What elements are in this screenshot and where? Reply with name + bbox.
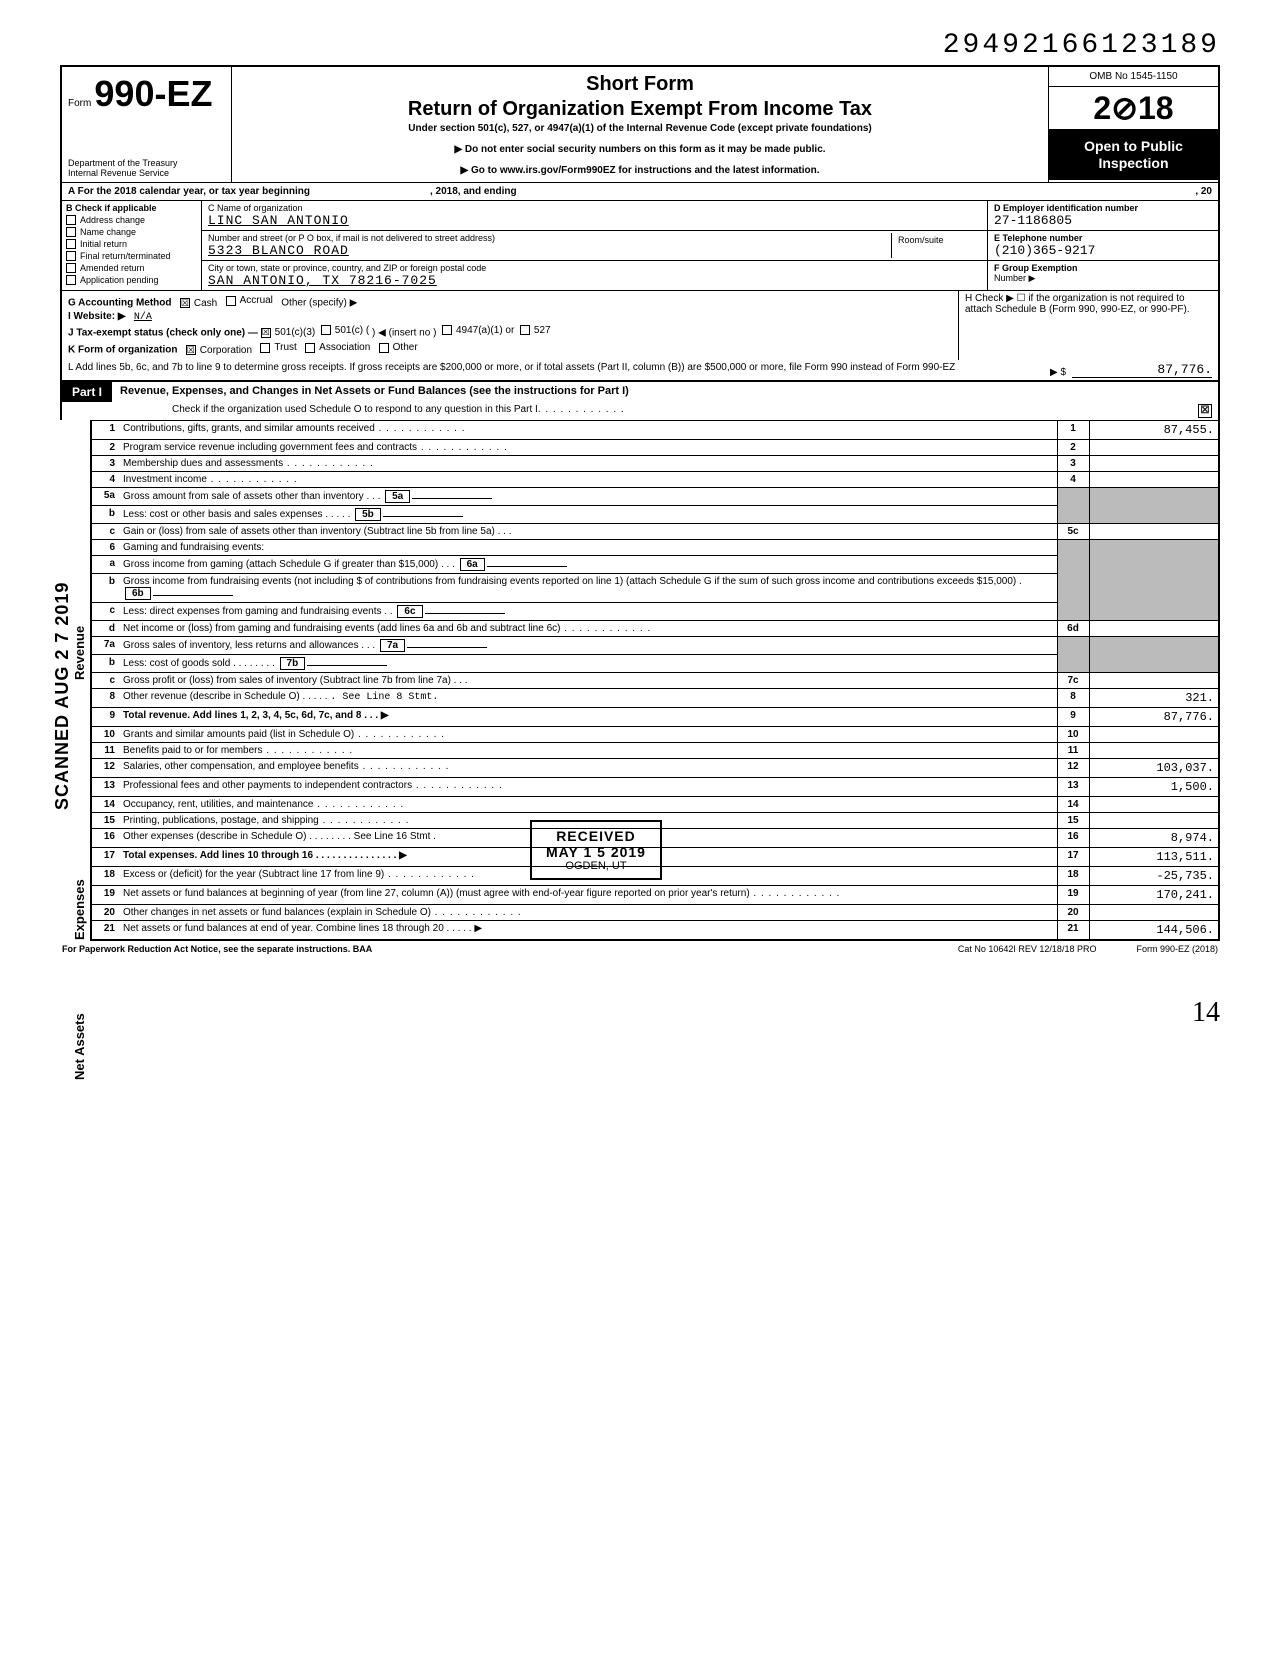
line-12: 12Salaries, other compensation, and empl… bbox=[91, 758, 1219, 777]
line-5a: 5aGross amount from sale of assets other… bbox=[91, 487, 1219, 505]
line-7a: 7aGross sales of inventory, less returns… bbox=[91, 636, 1219, 654]
ssn-warning: Do not enter social security numbers on … bbox=[242, 144, 1038, 155]
chk-amended-return[interactable]: Amended return bbox=[66, 263, 197, 273]
page-footer: For Paperwork Reduction Act Notice, see … bbox=[60, 941, 1220, 957]
chk-address-change[interactable]: Address change bbox=[66, 215, 197, 225]
col-b-checkboxes: B Check if applicable Address change Nam… bbox=[62, 201, 202, 290]
chk-cash[interactable]: ☒ bbox=[180, 298, 190, 308]
line-20: 20Other changes in net assets or fund ba… bbox=[91, 904, 1219, 920]
chk-501c[interactable] bbox=[321, 325, 331, 335]
line-8: 8Other revenue (describe in Schedule O) … bbox=[91, 688, 1219, 707]
org-name-field: C Name of organization LINC SAN ANTONIO bbox=[202, 201, 987, 231]
treasury-dept: Department of the Treasury Internal Reve… bbox=[68, 158, 178, 178]
line-6c: cLess: direct expenses from gaming and f… bbox=[91, 602, 1219, 620]
line-2: 2Program service revenue including gover… bbox=[91, 439, 1219, 455]
row-h: H Check ▶ ☐ if the organization is not r… bbox=[958, 291, 1218, 360]
received-stamp: RECEIVED MAY 1 5 2019 OGDEN, UT bbox=[530, 820, 662, 880]
omb-number: OMB No 1545-1150 bbox=[1049, 67, 1218, 87]
line-19: 19Net assets or fund balances at beginni… bbox=[91, 885, 1219, 904]
row-a-tax-year: A For the 2018 calendar year, or tax yea… bbox=[60, 182, 1220, 201]
chk-association[interactable] bbox=[305, 343, 315, 353]
line-6b: bGross income from fundraising events (n… bbox=[91, 573, 1219, 602]
rows-gijk-h: G Accounting Method ☒Cash Accrual Other … bbox=[60, 290, 1220, 360]
website-value: N/A bbox=[134, 312, 152, 323]
street-address: 5323 BLANCO ROAD bbox=[208, 243, 891, 258]
chk-accrual[interactable] bbox=[226, 296, 236, 306]
chk-4947[interactable] bbox=[442, 325, 452, 335]
row-a-mid: , 2018, and ending bbox=[430, 186, 517, 197]
line-5b: bLess: cost or other basis and sales exp… bbox=[91, 505, 1219, 523]
line-6a: aGross income from gaming (attach Schedu… bbox=[91, 555, 1219, 573]
form-prefix: Form bbox=[68, 98, 91, 109]
document-id-number: 29492166123189 bbox=[60, 30, 1220, 61]
col-b-label: B Check if applicable bbox=[66, 203, 197, 213]
revenue-label: Revenue bbox=[72, 625, 87, 679]
form-header: Form 990-EZ Department of the Treasury I… bbox=[60, 65, 1220, 182]
city-state-zip: SAN ANTONIO, TX 78216-7025 bbox=[208, 273, 981, 288]
part-i-title: Revenue, Expenses, and Changes in Net As… bbox=[112, 382, 1218, 402]
identity-block: B Check if applicable Address change Nam… bbox=[60, 201, 1220, 290]
phone-field: E Telephone number (210)365-9217 bbox=[988, 231, 1218, 261]
chk-other-org[interactable] bbox=[379, 343, 389, 353]
ein-field: D Employer identification number 27-1186… bbox=[988, 201, 1218, 231]
catalog-number: Cat No 10642I REV 12/18/18 PRO bbox=[958, 944, 1097, 954]
row-i: I Website: ▶ N/A bbox=[68, 311, 952, 323]
page-number-handwritten: 14 bbox=[60, 997, 1220, 1029]
line-4: 4Investment income4 bbox=[91, 471, 1219, 487]
line-5c: cGain or (loss) from sale of assets othe… bbox=[91, 523, 1219, 539]
open-to-public: Open to Public Inspection bbox=[1049, 130, 1218, 180]
chk-application-pending[interactable]: Application pending bbox=[66, 275, 197, 285]
row-j: J Tax-exempt status (check only one) — ☒… bbox=[68, 323, 952, 341]
chk-trust[interactable] bbox=[260, 343, 270, 353]
net-assets-label: Net Assets bbox=[72, 1013, 87, 1080]
city-field: City or town, state or province, country… bbox=[202, 261, 987, 290]
line-7b: bLess: cost of goods sold . . . . . . . … bbox=[91, 654, 1219, 672]
website-instructions: Go to www.irs.gov/Form990EZ for instruct… bbox=[242, 165, 1038, 176]
street-field: Number and street (or P O box, if mail i… bbox=[202, 231, 987, 261]
line-7c: cGross profit or (loss) from sales of in… bbox=[91, 672, 1219, 688]
chk-501c3[interactable]: ☒ bbox=[261, 328, 271, 338]
part-i-label: Part I bbox=[62, 382, 112, 402]
row-a-right: , 20 bbox=[1195, 186, 1212, 197]
line-14: 14Occupancy, rent, utilities, and mainte… bbox=[91, 796, 1219, 812]
part-i-sub: Check if the organization used Schedule … bbox=[60, 402, 1220, 420]
schedule-o-checkbox[interactable]: ☒ bbox=[1198, 404, 1212, 418]
row-a-left: A For the 2018 calendar year, or tax yea… bbox=[68, 186, 310, 197]
line-21: 21Net assets or fund balances at end of … bbox=[91, 920, 1219, 940]
line-9: 9Total revenue. Add lines 1, 2, 3, 4, 5c… bbox=[91, 707, 1219, 726]
line-1: 1Contributions, gifts, grants, and simil… bbox=[91, 420, 1219, 439]
line-11: 11Benefits paid to or for members11 bbox=[91, 742, 1219, 758]
row-l: L Add lines 5b, 6c, and 7b to line 9 to … bbox=[60, 360, 1220, 382]
form-subtitle: Under section 501(c), 527, or 4947(a)(1)… bbox=[242, 123, 1038, 134]
form-version: Form 990-EZ (2018) bbox=[1136, 944, 1218, 954]
phone-value: (210)365-9217 bbox=[994, 243, 1212, 258]
room-suite-field: Room/suite bbox=[891, 233, 981, 258]
part-i-header: Part I Revenue, Expenses, and Changes in… bbox=[60, 382, 1220, 402]
chk-527[interactable] bbox=[520, 325, 530, 335]
chk-final-return[interactable]: Final return/terminated bbox=[66, 251, 197, 261]
row-g: G Accounting Method ☒Cash Accrual Other … bbox=[68, 293, 952, 311]
ein-value: 27-1186805 bbox=[994, 213, 1212, 228]
tax-year: 2⊘201818 bbox=[1049, 87, 1218, 130]
paperwork-notice: For Paperwork Reduction Act Notice, see … bbox=[62, 944, 372, 954]
group-exemption-field: F Group Exemption Number ▶ bbox=[988, 261, 1218, 289]
line-10: 10Grants and similar amounts paid (list … bbox=[91, 726, 1219, 742]
expenses-label: Expenses bbox=[72, 879, 87, 940]
chk-name-change[interactable]: Name change bbox=[66, 227, 197, 237]
line-3: 3Membership dues and assessments3 bbox=[91, 455, 1219, 471]
line-6: 6Gaming and fundraising events: bbox=[91, 539, 1219, 555]
form-number: 990-EZ bbox=[94, 73, 212, 114]
row-k: K Form of organization ☒Corporation Trus… bbox=[68, 340, 952, 358]
form-title: Return of Organization Exempt From Incom… bbox=[242, 98, 1038, 121]
line-13: 13Professional fees and other payments t… bbox=[91, 777, 1219, 796]
line-6d: dNet income or (loss) from gaming and fu… bbox=[91, 620, 1219, 636]
chk-initial-return[interactable]: Initial return bbox=[66, 239, 197, 249]
gross-receipts-amount: 87,776. bbox=[1072, 362, 1212, 378]
org-name: LINC SAN ANTONIO bbox=[208, 213, 981, 228]
short-form-label: Short Form bbox=[242, 73, 1038, 96]
chk-corporation[interactable]: ☒ bbox=[186, 345, 196, 355]
